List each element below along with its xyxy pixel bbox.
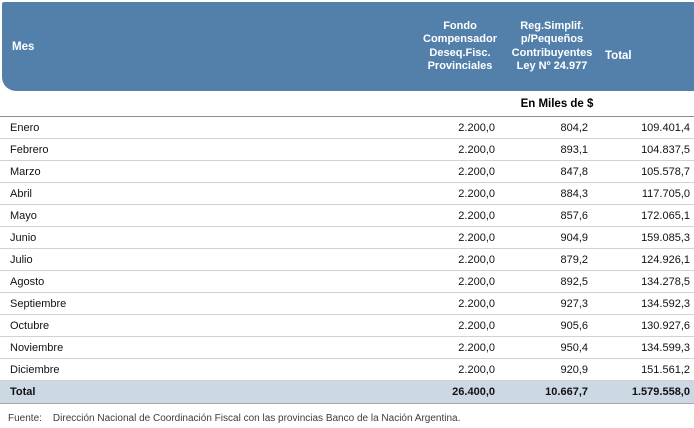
header-line: Ley Nº 24.977 — [516, 60, 588, 72]
header-line: Contribuyentes — [511, 46, 593, 59]
total-cell: 109.401,4 — [641, 121, 690, 134]
reg-cell: 950,4 — [560, 341, 588, 354]
table-row: Septiembre 2.200,0 927,3 134.592,3 — [0, 293, 694, 315]
total-cell: 134.599,3 — [641, 341, 690, 354]
total-cell: 151.561,2 — [641, 363, 690, 376]
fondo-cell: 2.200,0 — [458, 143, 495, 156]
total-cell: 117.705,0 — [641, 187, 690, 200]
header-line: Reg.Simplif. — [520, 19, 584, 32]
total-reg-value: 10.667,7 — [545, 386, 588, 398]
header-line: Compensador — [423, 33, 497, 45]
table-row: Junio 2.200,0 904,9 159.085,3 — [0, 227, 694, 249]
fondo-cell: 2.200,0 — [458, 231, 495, 244]
reg-cell: 804,2 — [560, 121, 588, 134]
month-cell: Enero — [10, 121, 40, 134]
fondo-cell: 2.200,0 — [458, 363, 495, 376]
column-header-reg-simplif: Reg.Simplif. p/Pequeños Contribuyentes L… — [492, 2, 612, 91]
source-text: Dirección Nacional de Coordinación Fisca… — [52, 413, 461, 424]
reg-cell: 905,6 — [560, 319, 588, 332]
total-cell: 124.926,1 — [641, 253, 690, 266]
fondo-cell: 2.200,0 — [458, 319, 495, 332]
header-line: Provinciales — [427, 60, 493, 72]
source-note: Fuente: Dirección Nacional de Coordinació… — [0, 413, 694, 424]
total-cell: 130.927,6 — [641, 319, 690, 332]
unit-label: En Miles de $ — [520, 97, 594, 110]
table-body: Enero 2.200,0 804,2 109.401,4 Febrero 2.… — [0, 117, 694, 381]
month-cell: Septiembre — [10, 297, 67, 310]
table-row: Diciembre 2.200,0 920,9 151.561,2 — [0, 359, 694, 381]
month-cell: Agosto — [10, 275, 45, 288]
month-cell: Octubre — [10, 319, 50, 332]
table-row: Mayo 2.200,0 857,6 172.065,1 — [0, 205, 694, 227]
table-row: Febrero 2.200,0 893,1 104.837,5 — [0, 139, 694, 161]
reg-cell: 884,3 — [560, 187, 588, 200]
fondo-cell: 2.200,0 — [458, 297, 495, 310]
reg-cell: 920,9 — [560, 363, 588, 376]
source-label: Fuente: — [8, 413, 42, 424]
total-cell: 104.837,5 — [641, 143, 690, 156]
month-cell: Abril — [10, 187, 33, 200]
fondo-cell: 2.200,0 — [458, 165, 495, 178]
table-row: Julio 2.200,0 879,2 124.926,1 — [0, 249, 694, 271]
table-header: Mes Fondo Compensador Deseq.Fisc. Provin… — [2, 2, 694, 91]
header-line: p/Pequeños — [520, 33, 584, 45]
month-cell: Febrero — [10, 143, 49, 156]
fondo-cell: 2.200,0 — [458, 253, 495, 266]
month-cell: Junio — [10, 231, 37, 244]
fondo-cell: 2.200,0 — [458, 209, 495, 222]
unit-row: En Miles de $ — [0, 91, 694, 117]
reg-cell: 927,3 — [560, 297, 588, 310]
table-row: Enero 2.200,0 804,2 109.401,4 — [0, 117, 694, 139]
header-line: Fondo — [443, 19, 477, 32]
total-cell: 105.578,7 — [641, 165, 690, 178]
total-total-value: 1.579.558,0 — [631, 386, 690, 398]
month-cell: Marzo — [10, 165, 41, 178]
table-row: Marzo 2.200,0 847,8 105.578,7 — [0, 161, 694, 183]
table-row: Agosto 2.200,0 892,5 134.278,5 — [0, 271, 694, 293]
month-cell: Julio — [10, 253, 33, 266]
column-header-fondo-compensador: Fondo Compensador Deseq.Fisc. Provincial… — [400, 2, 520, 91]
column-header-total: Total — [605, 49, 632, 62]
fondo-cell: 2.200,0 — [458, 187, 495, 200]
table-row: Abril 2.200,0 884,3 117.705,0 — [0, 183, 694, 205]
table-row: Octubre 2.200,0 905,6 130.927,6 — [0, 315, 694, 337]
reg-cell: 857,6 — [560, 209, 588, 222]
total-cell: 172.065,1 — [641, 209, 690, 222]
month-cell: Noviembre — [10, 341, 64, 354]
total-row: Total 26.400,0 10.667,7 1.579.558,0 — [0, 381, 694, 404]
total-fondo-value: 26.400,0 — [452, 386, 495, 398]
month-cell: Mayo — [10, 209, 37, 222]
column-header-mes: Mes — [12, 40, 35, 53]
total-row-label: Total — [10, 386, 36, 398]
fondo-cell: 2.200,0 — [458, 341, 495, 354]
table-row: Noviembre 2.200,0 950,4 134.599,3 — [0, 337, 694, 359]
reg-cell: 893,1 — [560, 143, 588, 156]
month-cell: Diciembre — [10, 363, 60, 376]
total-cell: 159.085,3 — [641, 231, 690, 244]
fondo-cell: 2.200,0 — [458, 275, 495, 288]
reg-cell: 904,9 — [560, 231, 588, 244]
total-cell: 134.278,5 — [641, 275, 690, 288]
total-cell: 134.592,3 — [641, 297, 690, 310]
reg-cell: 847,8 — [560, 165, 588, 178]
header-line: Deseq.Fisc. — [429, 46, 491, 59]
fondo-cell: 2.200,0 — [458, 121, 495, 134]
reg-cell: 879,2 — [560, 253, 588, 266]
reg-cell: 892,5 — [560, 275, 588, 288]
